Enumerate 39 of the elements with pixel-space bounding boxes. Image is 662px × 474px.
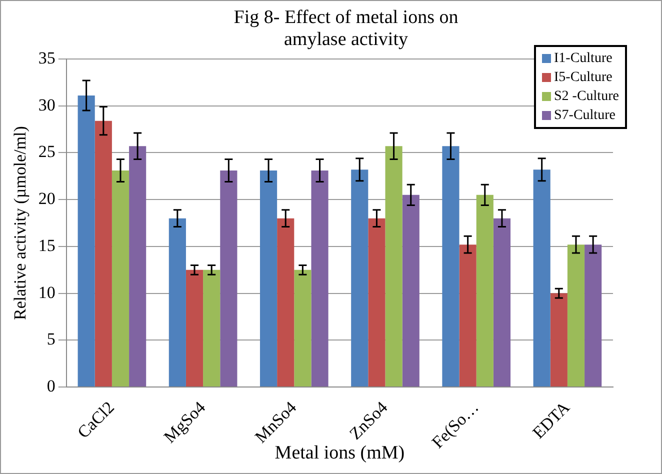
bar (260, 170, 278, 387)
bar (385, 146, 402, 387)
bar (220, 170, 238, 387)
legend-label: S7-Culture (554, 107, 616, 125)
bar (186, 270, 204, 387)
bar (533, 170, 550, 387)
bar (493, 218, 511, 387)
bar (168, 218, 186, 387)
bar (94, 120, 112, 387)
bar (311, 170, 328, 387)
bar (584, 244, 602, 387)
bar (550, 293, 568, 387)
y-tick-label: 15 (38, 236, 56, 255)
y-axis-title: Relative activity (µmole/ml) (10, 126, 30, 320)
bar (442, 146, 460, 387)
bar (567, 244, 585, 387)
bar (294, 270, 312, 387)
x-axis-title: Metal ions (mM) (274, 442, 405, 464)
y-tick-label: 10 (38, 282, 56, 302)
bar (402, 194, 420, 387)
y-tick-label: 25 (38, 142, 56, 162)
bar (129, 146, 146, 387)
bar (368, 218, 386, 387)
bar (112, 170, 130, 387)
y-tick-label: 20 (38, 189, 56, 208)
bar (277, 218, 294, 387)
bar (203, 270, 220, 387)
y-tick-label: 30 (38, 95, 56, 114)
legend-label: I1-Culture (554, 50, 612, 68)
bar (351, 170, 368, 387)
chart-title: Fig 8- Effect of metal ions on amylase activity (232, 7, 460, 51)
legend-label: S2 -Culture (554, 88, 619, 106)
bar (459, 244, 476, 387)
y-tick-label: 0 (46, 376, 56, 396)
bar (78, 96, 95, 387)
bar (476, 194, 494, 387)
y-tick-label: 35 (38, 48, 56, 68)
y-tick-label: 5 (46, 330, 56, 349)
legend-label: I5-Culture (554, 69, 612, 87)
